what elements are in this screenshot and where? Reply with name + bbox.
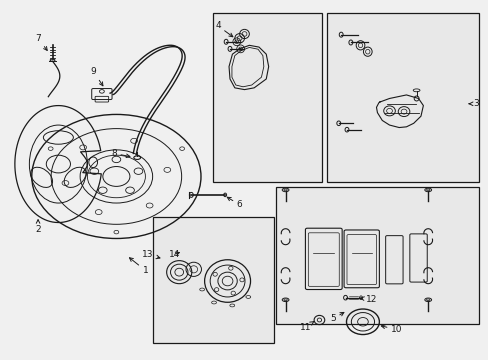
Text: 2: 2 xyxy=(35,220,41,234)
Text: 11: 11 xyxy=(299,321,313,332)
Bar xyxy=(152,217,273,343)
Text: 7: 7 xyxy=(35,34,47,50)
Text: 4: 4 xyxy=(215,21,232,37)
Bar xyxy=(326,13,478,182)
Text: 5: 5 xyxy=(329,312,343,323)
Text: 1: 1 xyxy=(129,258,148,275)
Text: 3: 3 xyxy=(468,99,478,108)
Bar xyxy=(213,13,321,182)
Text: 10: 10 xyxy=(381,325,402,334)
Text: 9: 9 xyxy=(91,67,102,86)
Text: 13: 13 xyxy=(142,250,160,259)
Bar xyxy=(275,187,478,324)
Text: 6: 6 xyxy=(227,197,242,209)
Text: 12: 12 xyxy=(360,295,377,304)
Text: 8: 8 xyxy=(111,149,130,158)
Text: 14: 14 xyxy=(168,250,180,259)
